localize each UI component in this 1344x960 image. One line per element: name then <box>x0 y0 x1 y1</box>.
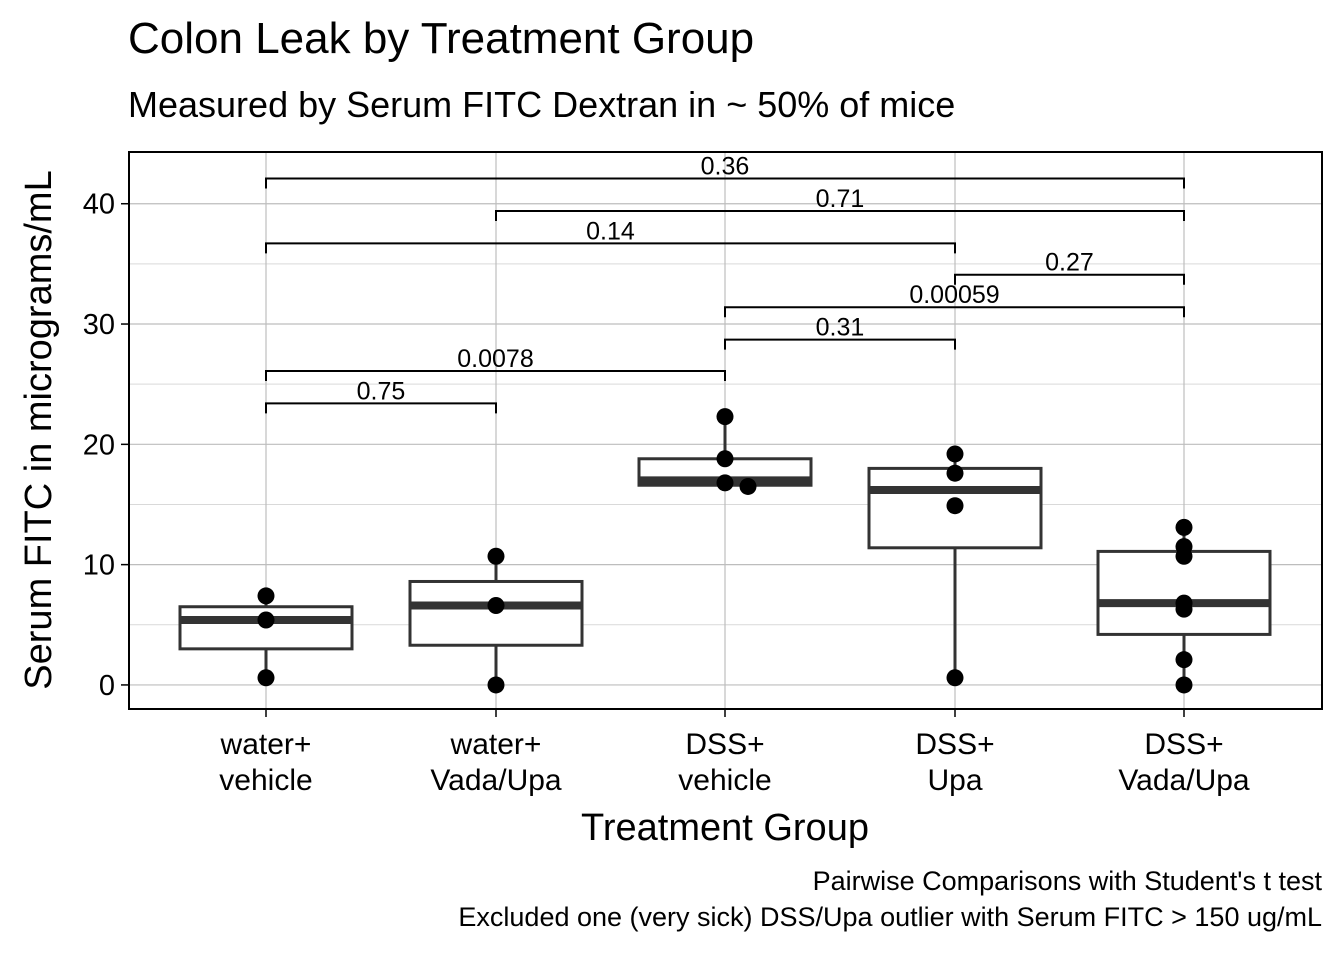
data-point <box>487 597 505 615</box>
comparison-p-value: 0.0078 <box>457 345 533 373</box>
data-point <box>739 477 757 495</box>
comparison-bracket <box>724 338 956 350</box>
data-point <box>1175 676 1193 694</box>
data-point <box>257 611 275 629</box>
data-points <box>257 408 1193 694</box>
x-tick-label: Vada/Upa <box>1118 764 1250 797</box>
data-point <box>257 587 275 605</box>
y-axis-title: Serum FITC in micrograms/mL <box>18 170 60 689</box>
caption-line-1: Pairwise Comparisons with Student's t te… <box>812 866 1322 896</box>
x-tick-label: DSS+ <box>1144 728 1223 761</box>
x-axis: water+vehiclewater+Vada/UpaDSS+vehicleDS… <box>219 709 1250 797</box>
data-point <box>716 408 734 426</box>
comparison-bracket <box>954 273 1185 285</box>
y-tick-label: 0 <box>99 670 115 702</box>
data-point <box>1175 651 1193 669</box>
comparison-p-value: 0.00059 <box>909 281 999 309</box>
x-axis-title: Treatment Group <box>581 807 869 849</box>
comparison-p-value: 0.75 <box>357 377 406 405</box>
x-tick-label: DSS+ <box>915 728 994 761</box>
data-point <box>946 464 964 482</box>
data-point <box>946 669 964 687</box>
box <box>1096 549 1272 636</box>
y-tick-label: 10 <box>83 550 115 582</box>
comparison-p-value: 0.36 <box>701 152 750 180</box>
comparison-p-value: 0.14 <box>586 217 635 245</box>
comparison-bracket <box>495 209 1185 221</box>
y-tick-label: 20 <box>83 429 115 461</box>
y-tick-label: 40 <box>83 189 115 221</box>
data-point <box>1175 547 1193 565</box>
x-tick-label: vehicle <box>678 764 771 797</box>
comparison-bracket <box>265 177 1185 189</box>
comparison-bracket <box>265 369 726 381</box>
comparison-p-value: 0.31 <box>816 314 865 342</box>
data-point <box>257 669 275 687</box>
chart-title: Colon Leak by Treatment Group <box>128 14 755 63</box>
data-point <box>1175 518 1193 536</box>
x-tick-label: vehicle <box>219 764 312 797</box>
x-tick-label: water+ <box>220 728 312 761</box>
y-axis: 0 10 20 30 40 <box>83 189 129 702</box>
data-point <box>1175 600 1193 618</box>
y-tick-label: 30 <box>83 309 115 341</box>
pairwise-comparisons: 0.36 0.71 0.14 0.27 0.00059 0.31 0.0078 0.75 <box>265 152 1185 414</box>
data-point <box>946 445 964 463</box>
caption-line-2: Excluded one (very sick) DSS/Upa outlier… <box>458 902 1322 932</box>
x-tick-label: Upa <box>927 764 982 797</box>
x-tick-label: Vada/Upa <box>430 764 562 797</box>
comparison-bracket <box>265 402 497 414</box>
chart-subtitle: Measured by Serum FITC Dextran in ~ 50% … <box>128 84 956 125</box>
comparison-p-value: 0.27 <box>1045 249 1094 277</box>
data-point <box>716 474 734 492</box>
comparison-bracket <box>265 242 956 254</box>
data-point <box>487 547 505 565</box>
data-point <box>487 676 505 694</box>
data-point <box>716 450 734 468</box>
comparison-bracket <box>724 306 1185 318</box>
x-tick-label: water+ <box>450 728 542 761</box>
data-point <box>946 497 964 515</box>
comparison-p-value: 0.71 <box>816 185 865 213</box>
x-tick-label: DSS+ <box>685 728 764 761</box>
